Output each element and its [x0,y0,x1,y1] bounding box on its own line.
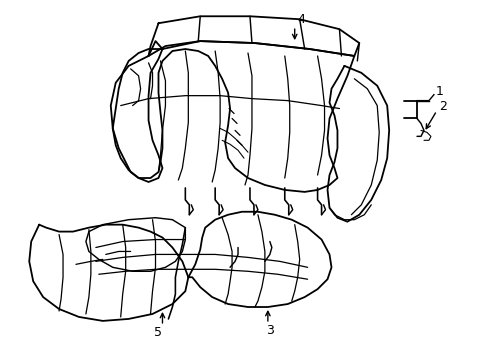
Text: 3: 3 [265,324,273,337]
Text: 4: 4 [297,13,305,26]
Text: 1: 1 [435,85,443,98]
Text: 2: 2 [438,100,446,113]
Text: 5: 5 [154,326,162,339]
